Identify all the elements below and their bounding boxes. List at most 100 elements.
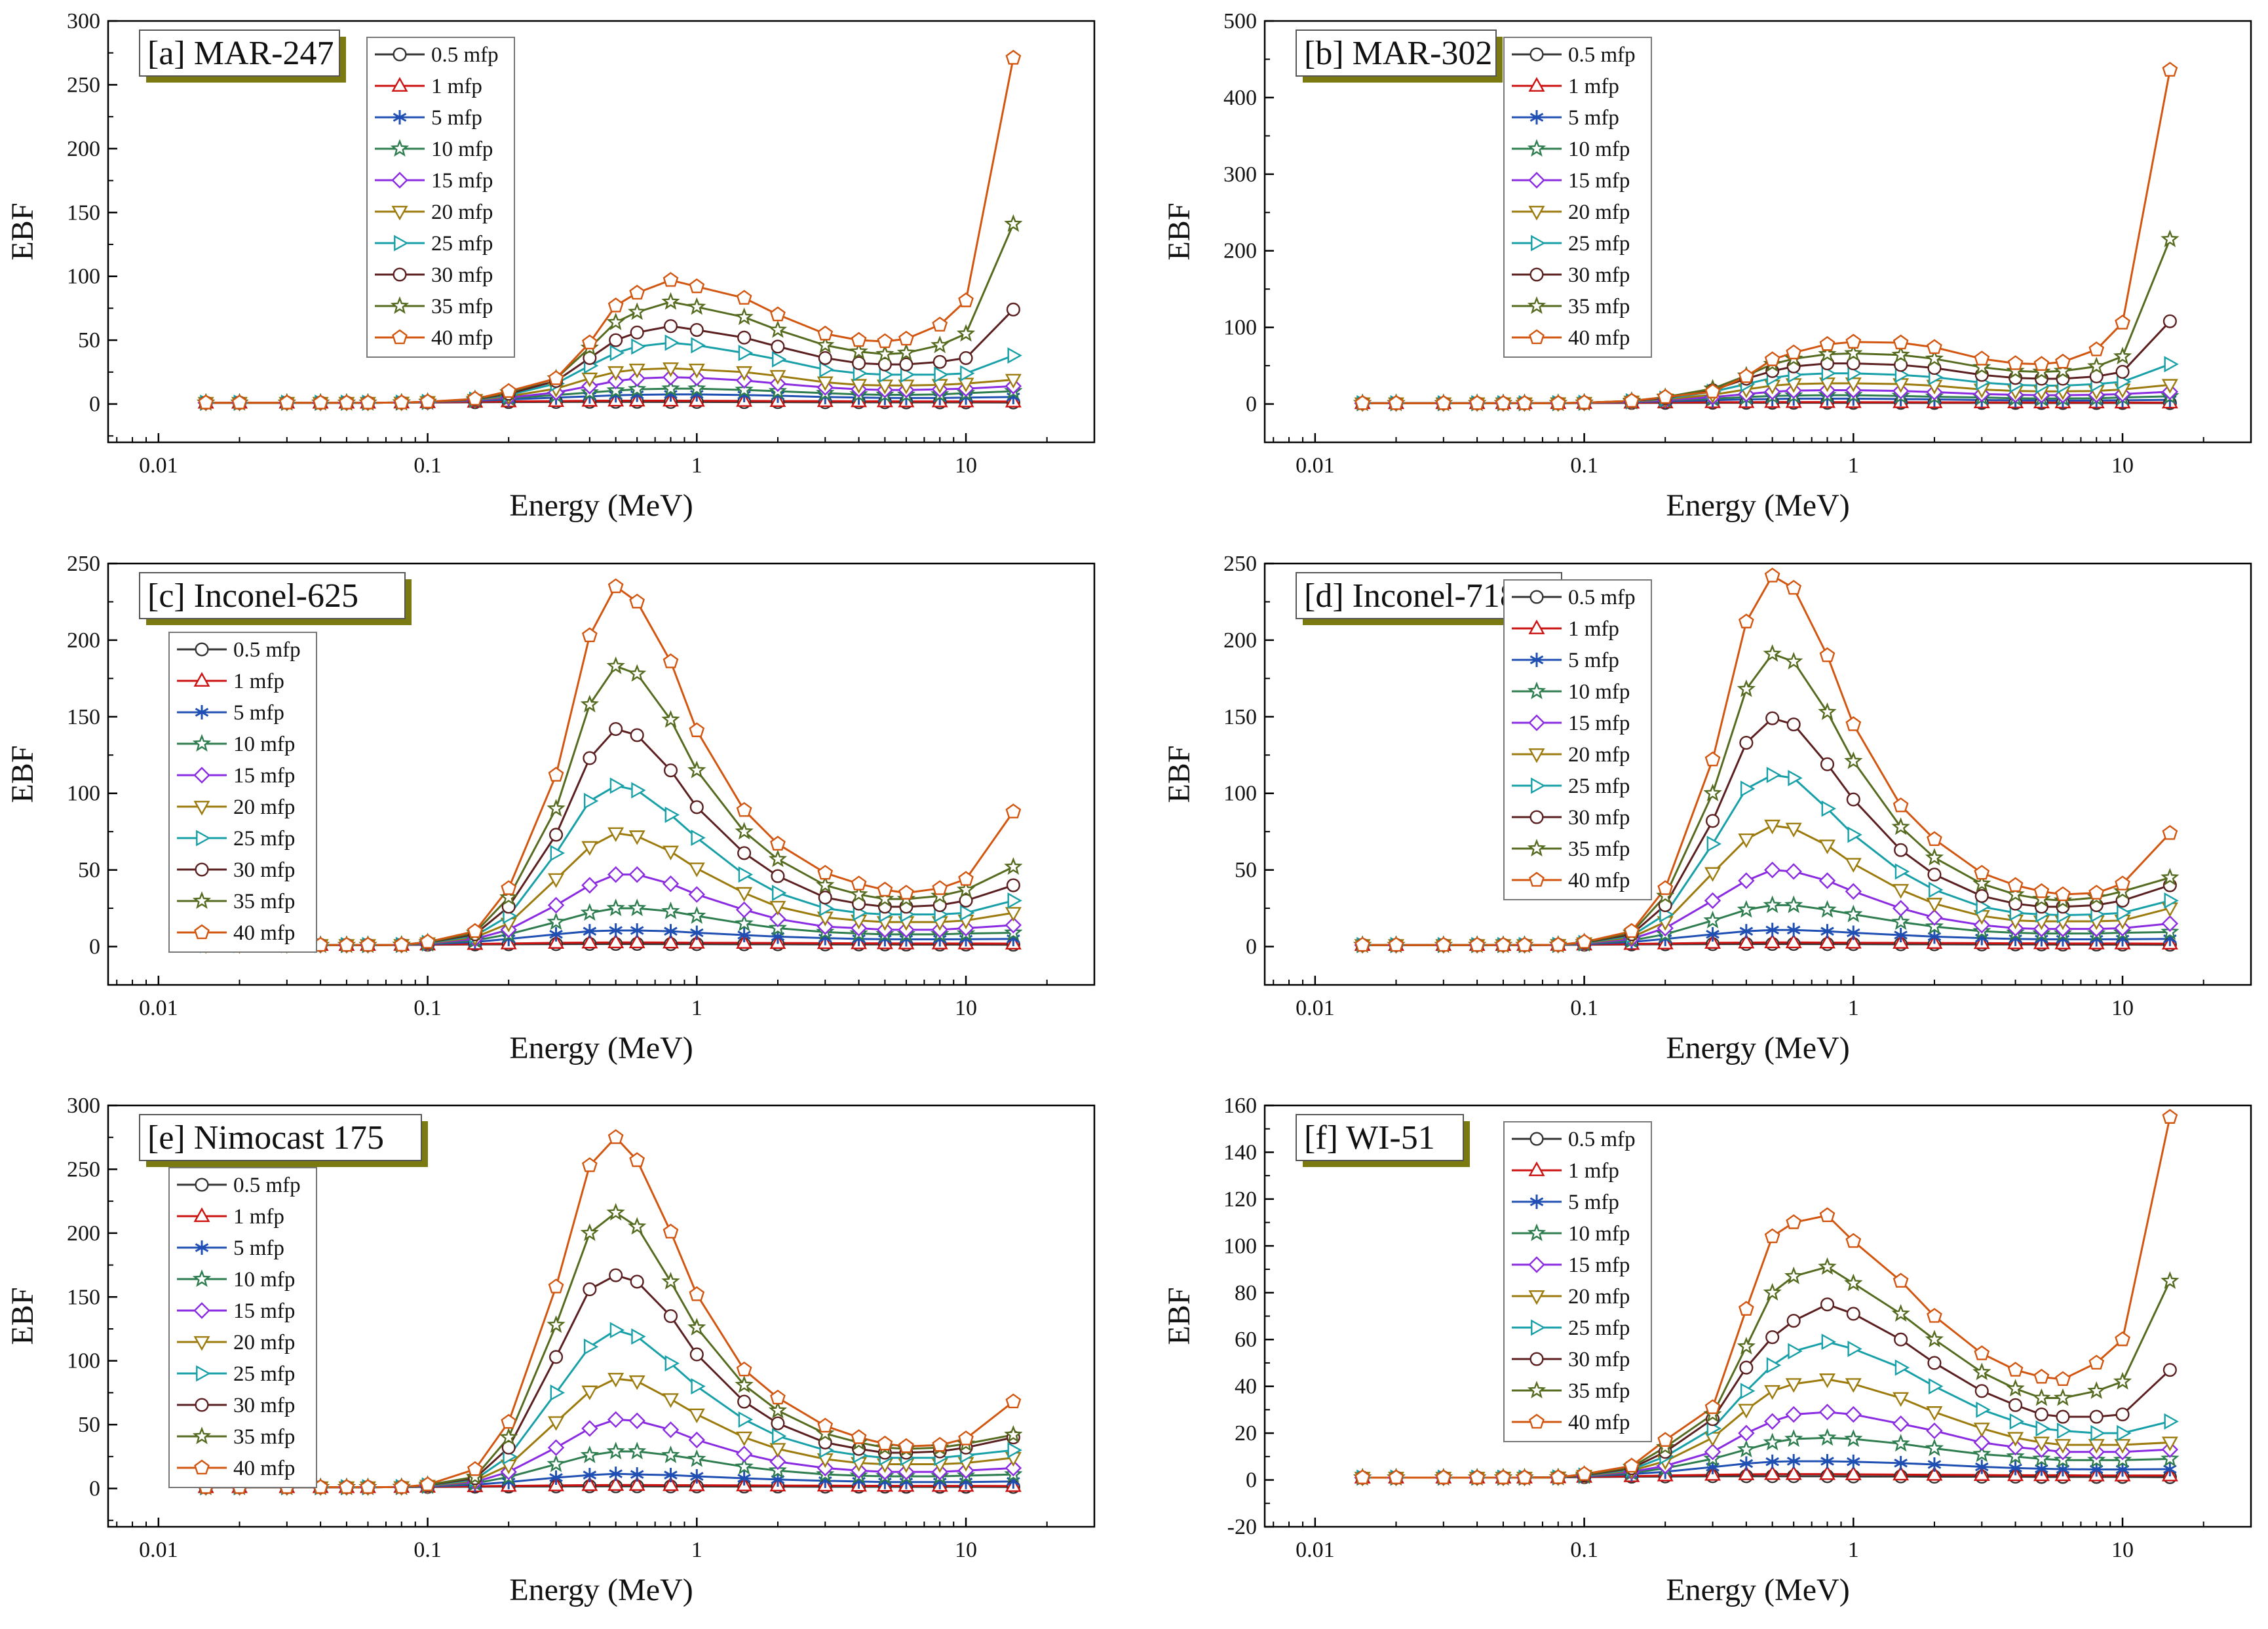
- data-point: [1926, 1422, 1943, 1440]
- data-point: [1007, 1442, 1022, 1459]
- x-axis-label: Energy (MeV): [509, 1031, 693, 1065]
- data-point: [547, 896, 565, 914]
- y-tick-label: 200: [1223, 239, 1257, 263]
- data-point: [1891, 912, 1910, 930]
- data-point: [1705, 814, 1720, 828]
- data-point: [1929, 1378, 1944, 1395]
- data-point: [1784, 895, 1803, 913]
- data-point: [1738, 1404, 1755, 1419]
- data-point: [1495, 936, 1511, 952]
- legend-swatch-marker: [393, 110, 407, 125]
- data-point: [1704, 751, 1721, 767]
- data-point: [1891, 817, 1910, 835]
- data-point: [1763, 861, 1781, 879]
- legend-swatch-marker: [1528, 77, 1545, 92]
- data-point: [606, 656, 625, 674]
- data-point: [735, 822, 754, 840]
- data-point: [1972, 1444, 1991, 1463]
- data-point: [580, 903, 600, 921]
- data-point: [687, 297, 706, 315]
- legend-swatch-marker: [1527, 1223, 1547, 1242]
- legend-swatch-marker: [1528, 748, 1545, 763]
- data-point: [550, 1384, 565, 1401]
- data-point: [1845, 716, 1862, 731]
- data-point: [2006, 885, 2025, 903]
- data-point: [1926, 1466, 1943, 1481]
- data-point: [393, 394, 410, 410]
- data-point: [818, 351, 832, 365]
- legend-swatch-marker: [1528, 206, 1545, 221]
- legend-swatch-marker: [1528, 714, 1545, 731]
- legend-swatch-marker: [391, 172, 408, 189]
- data-point: [1891, 1304, 1910, 1322]
- data-point: [851, 379, 868, 394]
- legend-label: 20 mfp: [233, 1331, 295, 1354]
- legend-label: 15 mfp: [233, 1299, 295, 1323]
- data-point: [1925, 1330, 1944, 1348]
- x-axis-label: Energy (MeV): [509, 488, 693, 523]
- data-point: [583, 751, 597, 765]
- data-point: [1927, 1457, 1942, 1472]
- data-point: [769, 370, 786, 385]
- x-tick-label: 1: [691, 453, 702, 478]
- data-point: [1846, 792, 1860, 807]
- data-point: [1355, 1469, 1371, 1485]
- data-point: [735, 1457, 754, 1475]
- data-point: [1766, 767, 1782, 784]
- data-point: [1657, 1432, 1674, 1447]
- data-point: [1388, 394, 1404, 410]
- y-tick-label: 100: [1223, 782, 1257, 806]
- data-point: [663, 1309, 678, 1324]
- y-axis-label: EBF: [1162, 202, 1197, 260]
- data-point: [630, 325, 644, 339]
- data-point: [1893, 1465, 1910, 1481]
- data-point: [2164, 892, 2179, 909]
- legend-label: 25 mfp: [1568, 1316, 1630, 1340]
- legend-swatch-marker: [1528, 1161, 1545, 1176]
- data-point: [1788, 1343, 1803, 1360]
- data-point: [1818, 344, 1837, 362]
- data-point: [687, 1449, 706, 1467]
- data-point: [1738, 872, 1755, 889]
- plot-area: [1263, 1104, 2252, 1528]
- data-point: [817, 325, 834, 341]
- legend-label: 30 mfp: [1568, 1348, 1630, 1371]
- legend-label: 30 mfp: [1568, 263, 1630, 287]
- data-point: [1786, 1453, 1801, 1468]
- data-point: [1737, 900, 1756, 918]
- data-point: [609, 345, 625, 362]
- data-point: [1435, 936, 1451, 952]
- data-point: [609, 1466, 623, 1482]
- data-point: [1819, 1373, 1836, 1389]
- data-point: [1785, 822, 1802, 837]
- data-point: [1926, 1406, 1943, 1421]
- legend: 0.5 mfp 1 mfp 5 mfp 10 mfp 15 mfp 20 mfp 25 mf…: [1503, 1121, 1652, 1442]
- x-axis-label: Energy (MeV): [1666, 1573, 1849, 1607]
- x-tick-label: 0.1: [1570, 996, 1598, 1020]
- legend-swatch-marker: [1527, 681, 1547, 700]
- legend-swatch-marker: [193, 1336, 210, 1351]
- data-point: [1004, 1425, 1023, 1443]
- data-point: [661, 292, 680, 310]
- x-tick-label: 1: [691, 1538, 702, 1562]
- data-point: [1786, 923, 1801, 938]
- x-tick-label: 0.1: [1570, 453, 1598, 478]
- legend-swatch-marker: [1529, 267, 1544, 282]
- data-point: [2161, 868, 2180, 886]
- legend-swatch-marker: [196, 830, 211, 847]
- data-point: [735, 913, 754, 932]
- data-point: [1706, 927, 1720, 942]
- data-point: [664, 334, 680, 351]
- data-point: [467, 391, 483, 406]
- data-point: [1845, 1465, 1862, 1480]
- data-point: [1973, 1423, 1990, 1438]
- data-point: [1974, 1459, 1989, 1474]
- data-point: [738, 866, 754, 883]
- legend-swatch-marker: [1527, 839, 1547, 857]
- data-point: [2055, 1371, 2071, 1387]
- data-point: [1516, 936, 1533, 952]
- data-point: [580, 695, 600, 713]
- data-point: [2164, 356, 2179, 373]
- data-point: [1819, 934, 1836, 949]
- data-point: [1821, 1333, 1836, 1351]
